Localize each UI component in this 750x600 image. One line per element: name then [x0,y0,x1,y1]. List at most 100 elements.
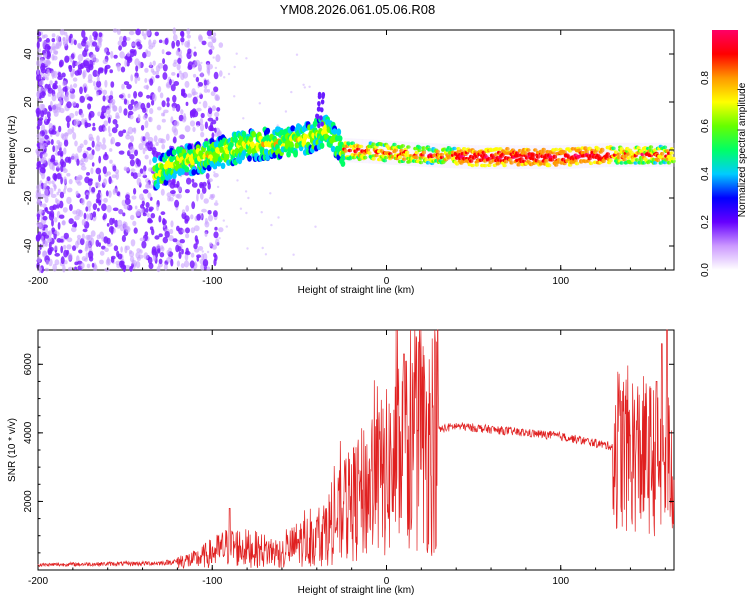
noise-speck [48,123,54,131]
spectrogram-cell [435,149,440,154]
noise-speck [62,244,67,250]
noise-speck [155,251,159,258]
noise-speck [82,228,88,233]
noise-speck [175,49,180,56]
page-title: YM08.2026.061.05.06.R08 [279,2,436,17]
spectrogram-cell [616,152,622,157]
noise-speck [135,261,141,269]
noise-speck [60,158,64,167]
noise-speck [194,235,198,243]
noise-speck [176,63,181,71]
spectrogram-cell [427,147,432,152]
noise-speck [84,176,90,184]
noise-speck [72,60,76,69]
noise-speck [85,252,89,260]
noise-speck [191,201,196,210]
noise-speck [178,251,182,259]
noise-speck [102,89,108,96]
noise-speck [36,184,42,190]
noise-speck [107,125,111,134]
spectrogram-halo [408,141,410,166]
noise-speck [51,130,57,135]
noise-speck [152,39,157,45]
noise-speck [39,152,43,159]
noise-speck [171,79,175,84]
noise-speck [80,262,85,269]
noise-speck [59,200,64,209]
noise-speck [179,30,185,37]
spectrogram-halo [666,142,668,167]
spectrogram-cell [203,140,209,148]
noise-speck [99,259,104,265]
noise-speck [201,40,207,46]
noise-speck [72,245,77,251]
spectrogram-halo [422,142,424,167]
noise-speck [52,263,57,272]
noise-speck [105,64,111,69]
spectrogram-cell [622,157,627,162]
noise-speck [71,126,75,134]
noise-speck [197,82,204,87]
noise-speck [140,124,145,131]
noise-speck [103,120,109,127]
noise-speck [149,108,154,115]
spectrogram-halo [356,138,359,163]
spectrogram-cell [503,159,509,164]
spectrogram-cell [418,160,424,165]
noise-speck [38,160,41,168]
noise-speck [139,168,144,174]
noise-speck [122,129,127,134]
noise-speck [88,256,94,262]
noise-speck [39,141,44,150]
noise-speck [128,30,135,36]
colorbar-gradient [712,30,738,270]
noise-speck [213,231,219,239]
noise-speck [77,63,84,70]
noise-speck [195,76,200,83]
noise-speck [177,246,182,252]
noise-speck [38,37,42,42]
spectrogram-halo [391,140,394,165]
noise-speck [180,263,185,269]
spectrogram-halo [395,141,398,165]
colorbar-tick-label: 0.6 [700,119,711,133]
spectrogram-halo [559,145,561,170]
spectrogram-cell [671,159,676,164]
noise-speck [106,204,112,213]
noise-speck [73,221,77,227]
noise-speck [55,41,62,49]
noise-speck [148,136,154,144]
noise-speck [144,67,149,73]
noise-speck [37,86,44,93]
noise-speck [61,220,66,225]
noise-speck [157,248,161,254]
noise-speck [125,134,131,140]
spectrogram-halo [662,142,664,167]
noise-speck [160,138,164,144]
spectrogram-cell [547,163,552,168]
noise-speck [46,176,51,182]
noise-speck [66,187,73,193]
spectrogram-halo [623,142,625,167]
noise-speck [63,41,68,47]
noise-speck [38,222,44,230]
noise-speck [171,72,176,76]
noise-speck [145,29,151,37]
noise-speck [196,213,201,221]
noise-speck [144,131,150,140]
noise-speck [218,42,224,48]
noise-speck [76,158,80,166]
noise-speck [63,139,69,147]
noise-speck [133,188,137,195]
noise-speck [51,219,54,227]
noise-speck [137,114,141,122]
spectrogram-cell [595,147,601,151]
noise-speck [81,40,87,47]
noise-speck [42,215,48,221]
spectrogram-halo [444,143,447,168]
noise-speck [276,124,279,127]
noise-speck [104,267,110,272]
noise-speck [104,67,107,75]
spectrogram-cell [400,144,406,148]
noise-speck [105,258,111,266]
